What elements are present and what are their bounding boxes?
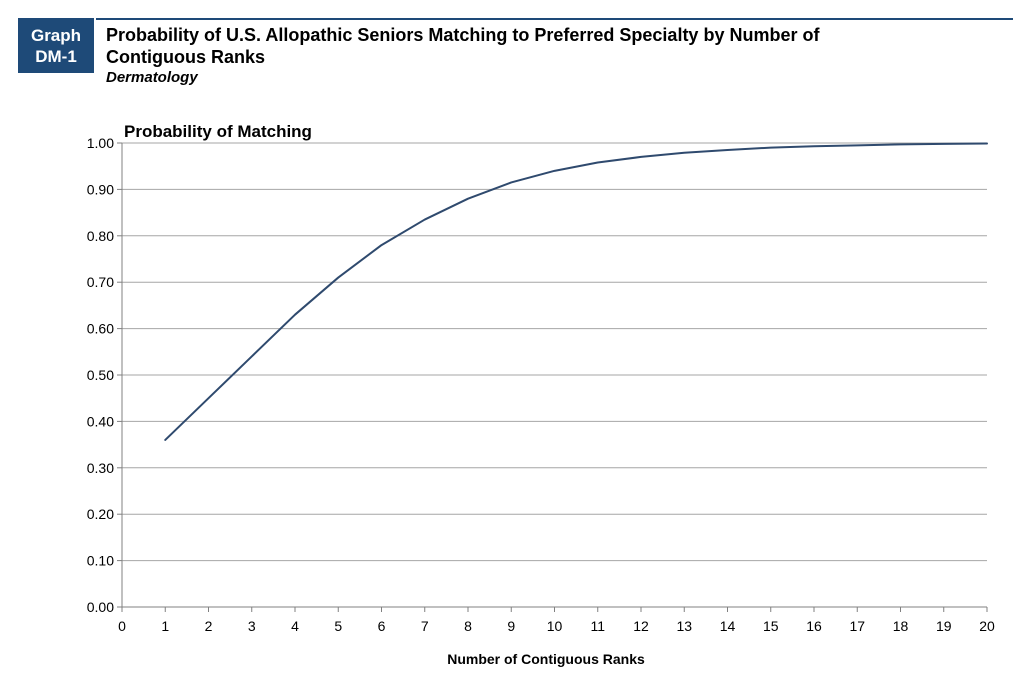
y-tick-label: 0.10 (87, 553, 114, 569)
x-tick-label: 18 (893, 618, 909, 634)
y-tick-label: 0.30 (87, 460, 114, 476)
x-tick-label: 0 (118, 618, 126, 634)
x-tick-label: 5 (334, 618, 342, 634)
y-tick-label: 0.20 (87, 506, 114, 522)
x-tick-label: 9 (507, 618, 515, 634)
y-tick-labels: 0.00 0.10 0.20 0.30 0.40 0.50 0.60 0.70 0.80 0.90… (87, 135, 114, 615)
x-tick-label: 16 (806, 618, 822, 634)
x-tick-label: 4 (291, 618, 299, 634)
series-group (164, 142, 988, 441)
y-tick-label: 0.40 (87, 413, 114, 429)
y-tick-label: 0.90 (87, 181, 114, 197)
x-tick-label: 13 (676, 618, 692, 634)
x-tick-label: 7 (421, 618, 429, 634)
x-tick-label: 15 (763, 618, 779, 634)
x-tick-label: 6 (378, 618, 386, 634)
x-tick-labels: 0 1 2 3 4 5 6 7 8 9 10 11 12 13 14 15 16 17 18 19 20 (118, 618, 995, 634)
chart-subtitle: Dermatology (106, 69, 198, 86)
x-tick-label: 11 (590, 618, 605, 634)
x-tick-label: 20 (979, 618, 995, 634)
y-tick-label: 0.80 (87, 228, 114, 244)
x-tick-label: 14 (720, 618, 736, 634)
series-line (164, 142, 988, 441)
x-tick-label: 2 (205, 618, 213, 634)
header-rule (96, 18, 1013, 20)
y-tick-label: 1.00 (87, 135, 114, 151)
axes (117, 142, 988, 612)
y-axis-label: Probability of Matching (124, 122, 312, 141)
x-tick-label: 19 (936, 618, 952, 634)
y-tick-label: 0.70 (87, 274, 114, 290)
graph-badge: Graph DM-1 (18, 18, 94, 73)
x-tick-label: 1 (161, 618, 169, 634)
x-tick-label: 3 (248, 618, 256, 634)
badge-line2: DM-1 (35, 46, 77, 66)
badge-line1: Graph (30, 25, 82, 45)
title-block: Probability of U.S. Allopathic Seniors M… (106, 24, 886, 88)
x-tick-label: 17 (849, 618, 865, 634)
y-tick-label: 0.50 (87, 367, 114, 383)
x-tick-label: 12 (633, 618, 649, 634)
x-tick-label: 8 (464, 618, 472, 634)
x-axis-label: Number of Contiguous Ranks (447, 651, 645, 667)
chart-title: Probability of U.S. Allopathic Seniors M… (106, 25, 820, 67)
x-tick-label: 10 (547, 618, 563, 634)
gridlines (122, 142, 987, 562)
y-tick-label: 0.00 (87, 599, 114, 615)
y-tick-label: 0.60 (87, 321, 114, 337)
